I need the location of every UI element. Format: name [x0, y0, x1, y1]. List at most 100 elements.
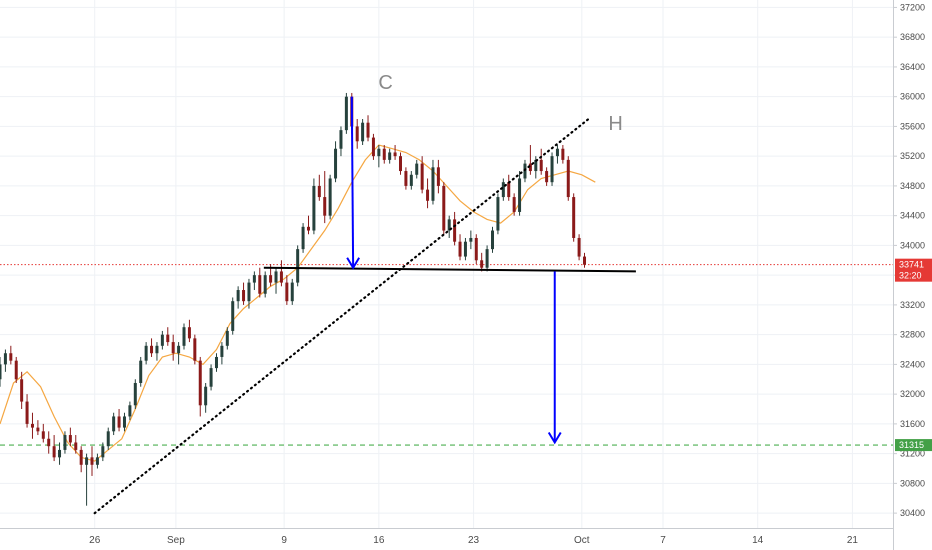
trend-line: [93, 117, 590, 515]
candle-up: [339, 126, 343, 157]
candle-body: [339, 130, 343, 149]
candle-body: [209, 368, 213, 387]
candle-down: [14, 356, 18, 383]
x-tick-label: 26: [89, 535, 101, 546]
candle-body: [193, 338, 197, 361]
candle-body: [263, 275, 267, 294]
candle-body: [74, 442, 78, 450]
candle-body: [117, 416, 121, 428]
candle-up: [334, 141, 338, 183]
candle-body: [52, 446, 56, 458]
candle-body: [58, 449, 62, 458]
moving-average-line: [0, 144, 596, 462]
candle-body: [198, 360, 202, 406]
candle-body: [539, 159, 543, 172]
candle-up: [106, 427, 110, 450]
x-tick-label: 7: [660, 535, 666, 546]
candle-up: [204, 382, 208, 413]
candle-down: [9, 345, 13, 365]
y-tick-label: 32800: [900, 330, 925, 340]
candle-down: [68, 427, 72, 447]
grid: [0, 0, 893, 528]
candle-down: [79, 446, 83, 473]
candle-body: [252, 275, 256, 283]
measure-arrow-1: [346, 96, 360, 270]
candle-body: [79, 449, 83, 465]
candle-up: [296, 245, 300, 287]
candle-down: [117, 409, 121, 432]
candle-down: [193, 334, 197, 365]
candle-body: [382, 148, 386, 160]
candle-down: [242, 282, 246, 305]
candle-down: [436, 159, 440, 194]
candle-body: [9, 353, 13, 361]
candle-up: [463, 237, 467, 261]
candle-up: [469, 230, 473, 250]
y-tick-label: 30800: [900, 478, 925, 488]
candle-up: [58, 442, 62, 465]
candle-up: [231, 297, 235, 335]
candle-body: [323, 197, 327, 216]
candle-body: [63, 435, 67, 450]
x-tick-label: Oct: [574, 535, 590, 546]
candle-up: [491, 226, 495, 253]
candle-down: [317, 174, 321, 201]
candle-body: [555, 148, 559, 157]
candle-body: [3, 353, 7, 365]
candle-up: [496, 193, 500, 235]
candle-body: [204, 386, 208, 406]
candle-down: [36, 420, 40, 436]
candle-body: [290, 282, 294, 302]
candle-body: [182, 327, 186, 346]
candle-up: [447, 215, 451, 238]
candle-up: [155, 342, 159, 361]
candle-down: [258, 267, 262, 298]
candle-down: [306, 215, 310, 235]
candle-up: [225, 327, 229, 350]
x-tick-label: 14: [752, 535, 764, 546]
candle-up: [63, 431, 67, 454]
measure-arrow-1-head: [346, 257, 360, 270]
candle-up: [290, 278, 294, 305]
candle-up: [160, 330, 164, 350]
candle-body: [534, 159, 538, 172]
y-tick-label: 36400: [900, 62, 925, 72]
candle-down: [426, 178, 430, 209]
candle-up: [263, 271, 267, 298]
candle-down: [507, 174, 511, 201]
y-tick-label: 30400: [900, 508, 925, 518]
candle-body: [160, 334, 164, 346]
annotation-label: C: [378, 72, 392, 94]
candle-body: [344, 96, 348, 131]
candle-up: [388, 148, 392, 164]
y-tick-label: 34000: [900, 240, 925, 250]
candle-body: [112, 416, 116, 432]
candle-down: [393, 145, 397, 160]
candle-down: [583, 252, 587, 268]
candle-up: [301, 223, 305, 253]
candle-body: [528, 163, 532, 172]
candle-body: [469, 237, 473, 242]
candle-body: [496, 197, 500, 231]
y-tick-label: 35600: [900, 121, 925, 131]
candle-down: [25, 394, 29, 428]
candle-up: [214, 353, 218, 372]
x-tick-label: 16: [373, 535, 385, 546]
candle-down: [442, 182, 446, 235]
target-price-badge-text: 31315: [899, 440, 924, 450]
current-price-badge-bg: [895, 258, 932, 282]
candle-body: [572, 197, 576, 238]
candles: [0, 92, 587, 506]
target-price-badge-bg: [895, 439, 932, 452]
candle-down: [474, 234, 478, 264]
candle-body: [144, 345, 148, 361]
candle-down: [47, 431, 51, 454]
candle-body: [258, 275, 262, 294]
candle-up: [555, 145, 559, 164]
candle-down: [74, 435, 78, 454]
candle-up: [101, 442, 105, 462]
y-tick-label: 36800: [900, 32, 925, 42]
candle-up: [361, 118, 365, 146]
candle-body: [133, 382, 137, 406]
